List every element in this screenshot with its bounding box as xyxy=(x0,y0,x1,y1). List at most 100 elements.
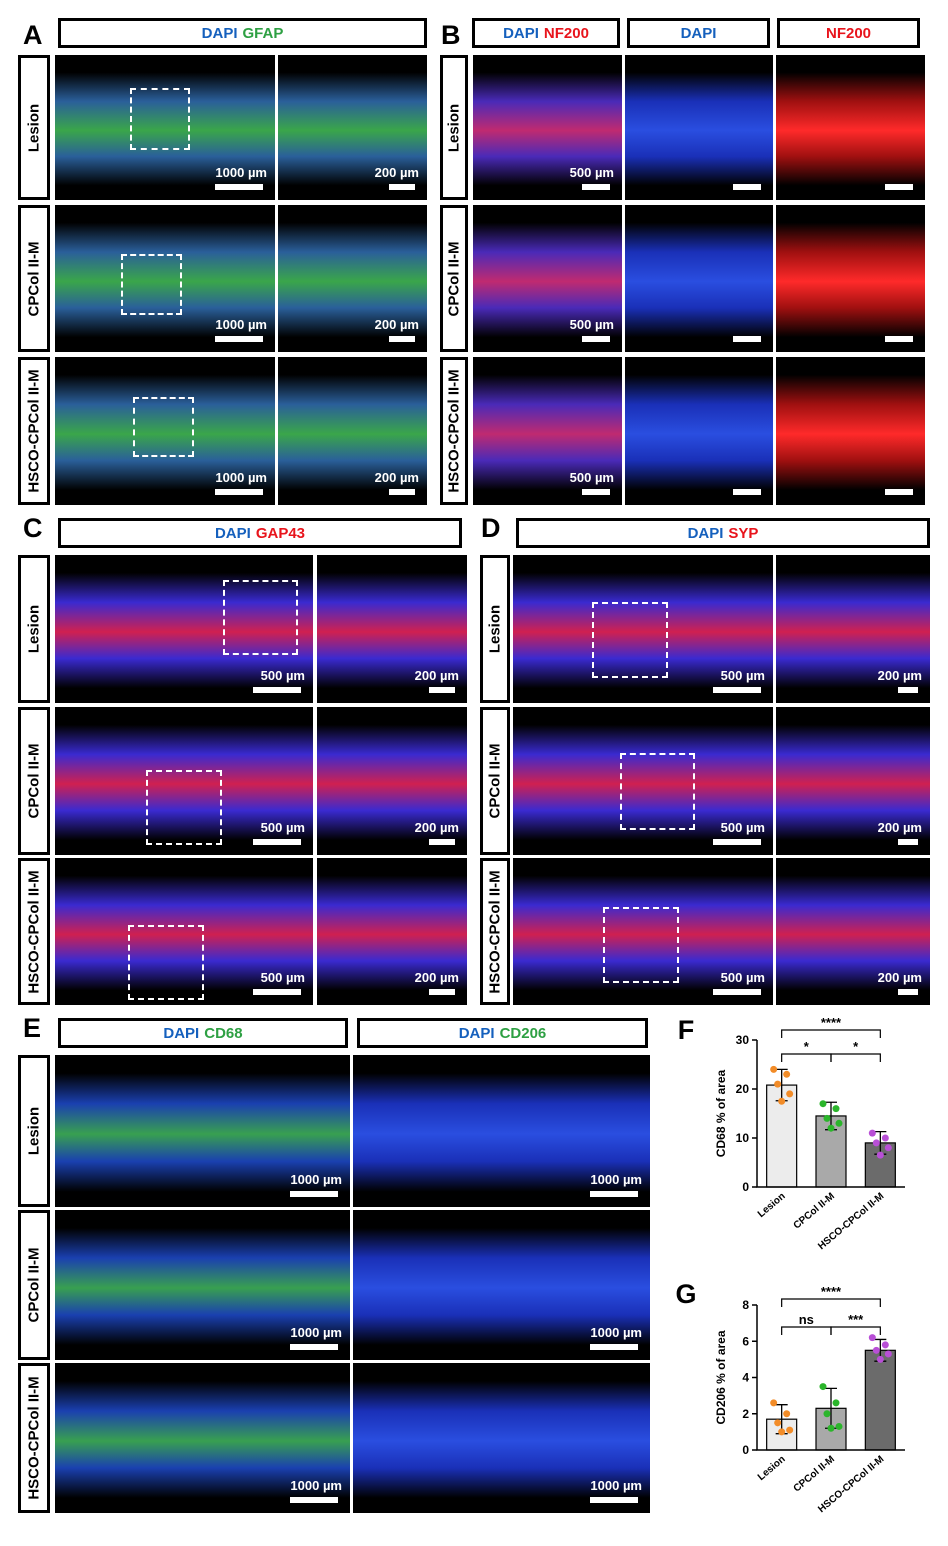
row-label-box: CPCol II-M xyxy=(18,205,50,352)
scale-bar-text: 500 µm xyxy=(720,820,765,835)
data-point xyxy=(868,1129,876,1137)
data-point xyxy=(819,1383,827,1391)
scale-bar xyxy=(290,1344,338,1350)
data-point xyxy=(832,1399,840,1407)
scale-bar xyxy=(215,336,263,342)
zoom-box xyxy=(146,770,222,845)
row-label: HSCO-CPCol II-M xyxy=(445,369,463,493)
scale-bar xyxy=(429,989,455,995)
data-point xyxy=(884,1350,892,1358)
scale-bar-text: 200 µm xyxy=(374,165,419,180)
micrograph xyxy=(55,205,275,352)
scale-bar-text: 1000 µm xyxy=(215,317,267,332)
scale-bar xyxy=(429,839,455,845)
panel-label: E xyxy=(23,1013,42,1043)
micrograph xyxy=(55,357,275,505)
data-point xyxy=(881,1341,889,1349)
significance-bracket xyxy=(781,1298,881,1307)
scale-bar-text: 500 µm xyxy=(260,668,305,683)
row-label: HSCO-CPCol II-M xyxy=(25,369,43,493)
scale-bar-text: 500 µm xyxy=(569,470,614,485)
scale-bar xyxy=(590,1497,638,1503)
micrograph xyxy=(278,357,427,505)
scale-bar xyxy=(253,687,301,693)
zoom-box xyxy=(121,254,182,315)
scale-bar xyxy=(898,839,918,845)
micrograph xyxy=(55,858,313,1005)
stain-name: NF200 xyxy=(825,24,872,42)
y-tick-label: 30 xyxy=(736,1033,750,1047)
micrograph xyxy=(625,205,773,352)
micrograph xyxy=(278,205,427,352)
micrograph xyxy=(513,707,773,855)
data-point xyxy=(827,1424,835,1432)
stain-name: CD68 xyxy=(204,1024,243,1042)
row-label-box: HSCO-CPCol II-M xyxy=(440,357,468,505)
scale-bar xyxy=(389,489,415,495)
scale-bar-text: 500 µm xyxy=(720,668,765,683)
row-label-box: CPCol II-M xyxy=(18,707,50,855)
scale-bar xyxy=(590,1191,638,1197)
micrograph xyxy=(473,55,622,200)
y-tick-label: 2 xyxy=(742,1407,749,1421)
x-tick-label: Lesion xyxy=(756,1191,788,1220)
column-header: DAPI SYP xyxy=(516,518,930,548)
stain-name: DAPI xyxy=(201,24,238,42)
row-label: Lesion xyxy=(486,604,504,654)
axes xyxy=(756,1040,905,1188)
micrograph xyxy=(353,1055,650,1207)
micrograph xyxy=(317,858,467,1005)
y-tick-label: 0 xyxy=(742,1180,749,1194)
significance-label: **** xyxy=(821,1284,842,1299)
column-header: DAPI GAP43 xyxy=(58,518,462,548)
data-point xyxy=(823,1410,831,1418)
scale-bar xyxy=(389,336,415,342)
data-point xyxy=(783,1070,791,1078)
row-label: CPCol II-M xyxy=(25,1247,43,1323)
scale-bar-text: 200 µm xyxy=(414,820,459,835)
panel-label: D xyxy=(481,513,501,543)
y-tick-label: 0 xyxy=(742,1443,749,1457)
scale-bar xyxy=(429,687,455,693)
bar xyxy=(864,1349,896,1451)
row-label: CPCol II-M xyxy=(445,241,463,316)
scale-bar xyxy=(389,184,415,190)
significance-label: **** xyxy=(821,1015,842,1030)
column-header: DAPI CD68 xyxy=(58,1018,348,1048)
row-label: Lesion xyxy=(445,103,463,152)
stain-name: GAP43 xyxy=(255,524,306,542)
x-tick-label: CPCol II-M xyxy=(792,1191,837,1232)
micrograph xyxy=(55,1210,350,1360)
data-point xyxy=(881,1134,889,1142)
scale-bar-text: 500 µm xyxy=(569,317,614,332)
scale-bar xyxy=(713,989,761,995)
row-label-box: HSCO-CPCol II-M xyxy=(18,1363,50,1513)
data-point xyxy=(778,1428,786,1436)
y-tick-label: 10 xyxy=(736,1131,750,1145)
row-label-box: HSCO-CPCol II-M xyxy=(18,858,50,1005)
data-point xyxy=(876,1355,884,1363)
scale-bar xyxy=(582,336,610,342)
data-point xyxy=(835,1119,843,1127)
data-point xyxy=(819,1100,827,1108)
micrograph xyxy=(776,858,930,1005)
scale-bar xyxy=(290,1191,338,1197)
scale-bar xyxy=(253,989,301,995)
micrograph xyxy=(55,55,275,200)
stain-name: DAPI xyxy=(214,524,251,542)
stain-name: GFAP xyxy=(242,24,284,42)
stain-name: DAPI xyxy=(458,1024,495,1042)
row-label-box: Lesion xyxy=(18,555,50,703)
scale-bar xyxy=(713,687,761,693)
panel-label: C xyxy=(23,513,43,543)
row-label-box: Lesion xyxy=(440,55,468,200)
scale-bar-text: 1000 µm xyxy=(290,1325,342,1340)
data-point xyxy=(823,1114,831,1122)
y-tick-label: 4 xyxy=(742,1371,749,1385)
micrograph xyxy=(55,555,313,703)
scale-bar-text: 1000 µm xyxy=(590,1172,642,1187)
scale-bar-text: 200 µm xyxy=(877,668,922,683)
panel-label: B xyxy=(441,20,461,50)
